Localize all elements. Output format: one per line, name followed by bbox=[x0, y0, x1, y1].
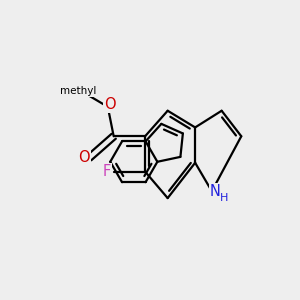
Text: O: O bbox=[104, 97, 116, 112]
Text: F: F bbox=[103, 164, 111, 179]
Text: N: N bbox=[210, 184, 221, 199]
Text: methyl: methyl bbox=[60, 86, 96, 96]
Text: H: H bbox=[220, 193, 228, 203]
Text: O: O bbox=[78, 150, 90, 165]
